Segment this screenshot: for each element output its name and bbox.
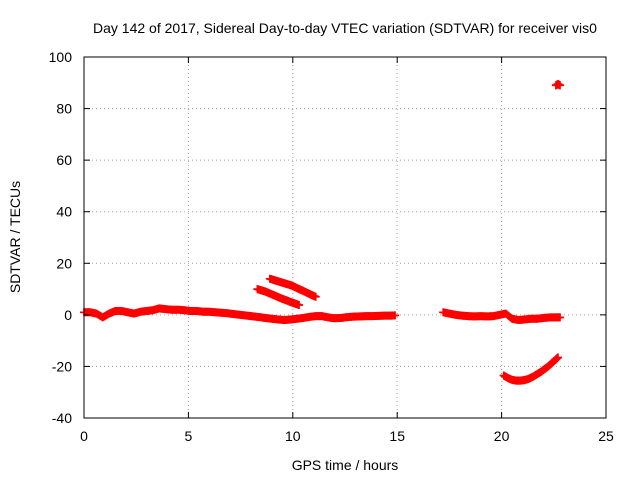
x-tick-label: 25 <box>598 428 614 444</box>
x-tick-label: 20 <box>494 428 510 444</box>
x-tick-label: 0 <box>80 428 88 444</box>
y-tick-label: 80 <box>56 101 72 117</box>
x-tick-label: 15 <box>389 428 405 444</box>
x-tick-label: 10 <box>285 428 301 444</box>
y-tick-label: 40 <box>56 204 72 220</box>
series-lower-arc <box>499 353 562 385</box>
series-main-track-1 <box>80 304 400 325</box>
y-tick-label: -20 <box>52 358 72 374</box>
series-main-track-2 <box>439 308 565 325</box>
x-axis-label: GPS time / hours <box>292 457 399 473</box>
y-tick-label: -40 <box>52 410 72 426</box>
y-axis-label: SDTVAR / TECUs <box>7 181 23 293</box>
data-point <box>556 81 565 90</box>
y-tick-label: 100 <box>49 49 73 65</box>
data-point <box>556 313 565 322</box>
data-point <box>553 353 562 362</box>
data-points-layer <box>80 80 565 385</box>
data-point <box>295 301 304 310</box>
ticks-layer: 0 5 10 15 20 25 -40 -20 0 20 40 60 80 100 <box>49 49 614 444</box>
y-tick-label: 20 <box>56 255 72 271</box>
chart-title: Day 142 of 2017, Sidereal Day-to-day VTE… <box>93 20 597 36</box>
x-tick-label: 5 <box>185 428 193 444</box>
plot-frame <box>83 56 607 419</box>
y-tick-label: 60 <box>56 152 72 168</box>
data-point <box>391 311 400 320</box>
y-tick-label: 0 <box>64 307 72 323</box>
series-upper-arc-1 <box>265 274 320 301</box>
series-outlier <box>551 80 565 90</box>
grid-layer <box>84 57 606 418</box>
data-point <box>311 292 320 301</box>
series-upper-arc-2 <box>253 285 304 310</box>
